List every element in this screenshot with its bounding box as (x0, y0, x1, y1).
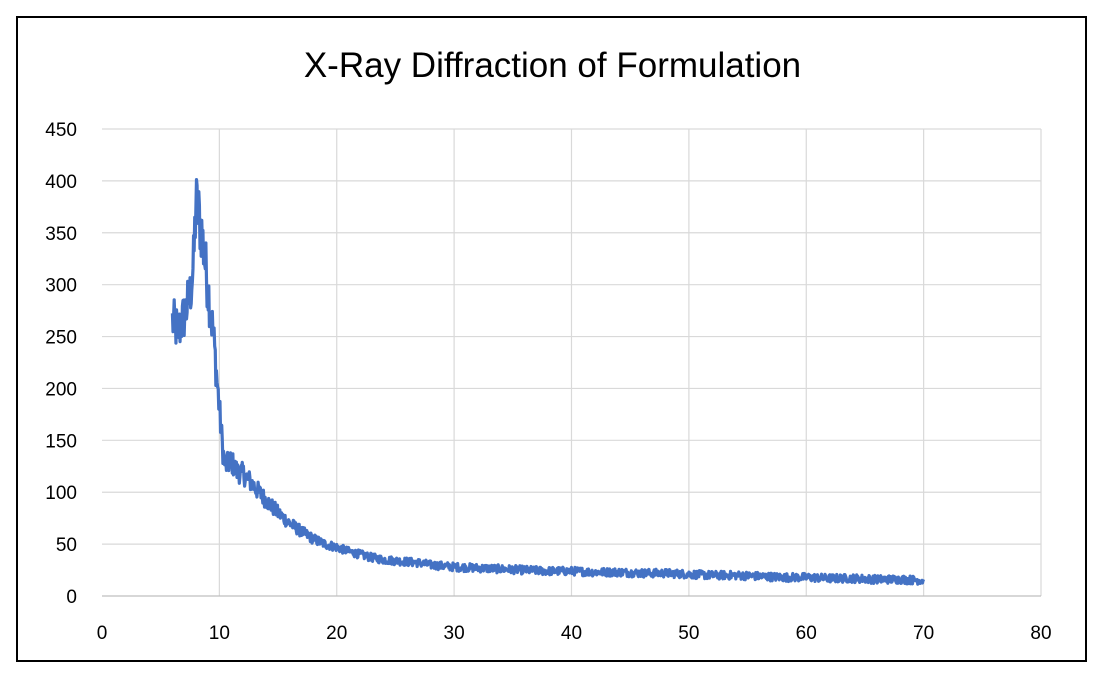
y-tick-label: 400 (45, 172, 77, 193)
y-tick-label: 100 (45, 483, 77, 504)
chart-title: X-Ray Diffraction of Formulation (303, 46, 802, 85)
x-tick-label: 30 (444, 623, 465, 644)
x-tick-label: 40 (561, 623, 582, 644)
x-tick-label: 60 (796, 623, 817, 644)
y-tick-label: 450 (45, 120, 77, 141)
series-line (170, 177, 926, 586)
x-tick-label: 20 (326, 623, 347, 644)
x-tick-label: 50 (678, 623, 699, 644)
x-tick-label: 80 (1030, 623, 1051, 644)
y-tick-label: 300 (45, 276, 77, 297)
y-tick-label: 150 (45, 431, 77, 452)
y-tick-label: 250 (45, 328, 77, 349)
x-tick-label: 70 (913, 623, 934, 644)
series-layer (170, 177, 926, 586)
x-tick-label: 0 (97, 623, 108, 644)
grid-layer (102, 128, 1042, 596)
y-tick-label: 200 (45, 379, 77, 400)
y-tick-label: 350 (45, 224, 77, 245)
x-tick-label: 10 (209, 623, 230, 644)
tick-label-layer: 0 10 20 30 40 50 60 70 80 0 50 100 150 200 250 300 350 40… (45, 120, 1051, 644)
chart-frame (16, 16, 1087, 662)
y-tick-label: 50 (56, 535, 77, 556)
y-tick-label: 0 (66, 587, 77, 608)
